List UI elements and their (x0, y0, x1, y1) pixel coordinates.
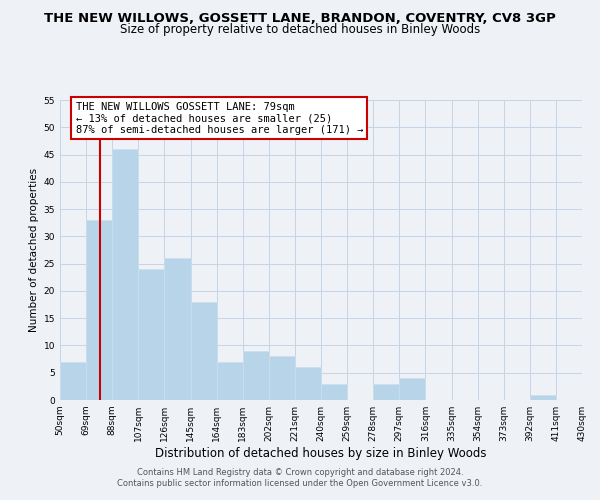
Bar (321, 384, 347, 400)
Text: THE NEW WILLOWS GOSSETT LANE: 79sqm
← 13% of detached houses are smaller (25)
87: THE NEW WILLOWS GOSSETT LANE: 79sqm ← 13… (76, 102, 363, 134)
Bar (217, 362, 243, 400)
Text: Contains HM Land Registry data © Crown copyright and database right 2024.
Contai: Contains HM Land Registry data © Crown c… (118, 468, 482, 487)
Text: THE NEW WILLOWS, GOSSETT LANE, BRANDON, COVENTRY, CV8 3GP: THE NEW WILLOWS, GOSSETT LANE, BRANDON, … (44, 12, 556, 26)
Bar (86, 220, 112, 400)
Bar (112, 149, 139, 400)
Text: Size of property relative to detached houses in Binley Woods: Size of property relative to detached ho… (120, 22, 480, 36)
Y-axis label: Number of detached properties: Number of detached properties (29, 168, 40, 332)
Bar (243, 351, 269, 400)
Bar (191, 302, 217, 400)
Bar (60, 362, 86, 400)
Bar (164, 258, 191, 400)
Bar (373, 384, 400, 400)
Bar (269, 356, 295, 400)
Bar (530, 394, 556, 400)
Bar (400, 378, 425, 400)
Bar (295, 368, 321, 400)
Bar (139, 269, 164, 400)
X-axis label: Distribution of detached houses by size in Binley Woods: Distribution of detached houses by size … (155, 447, 487, 460)
